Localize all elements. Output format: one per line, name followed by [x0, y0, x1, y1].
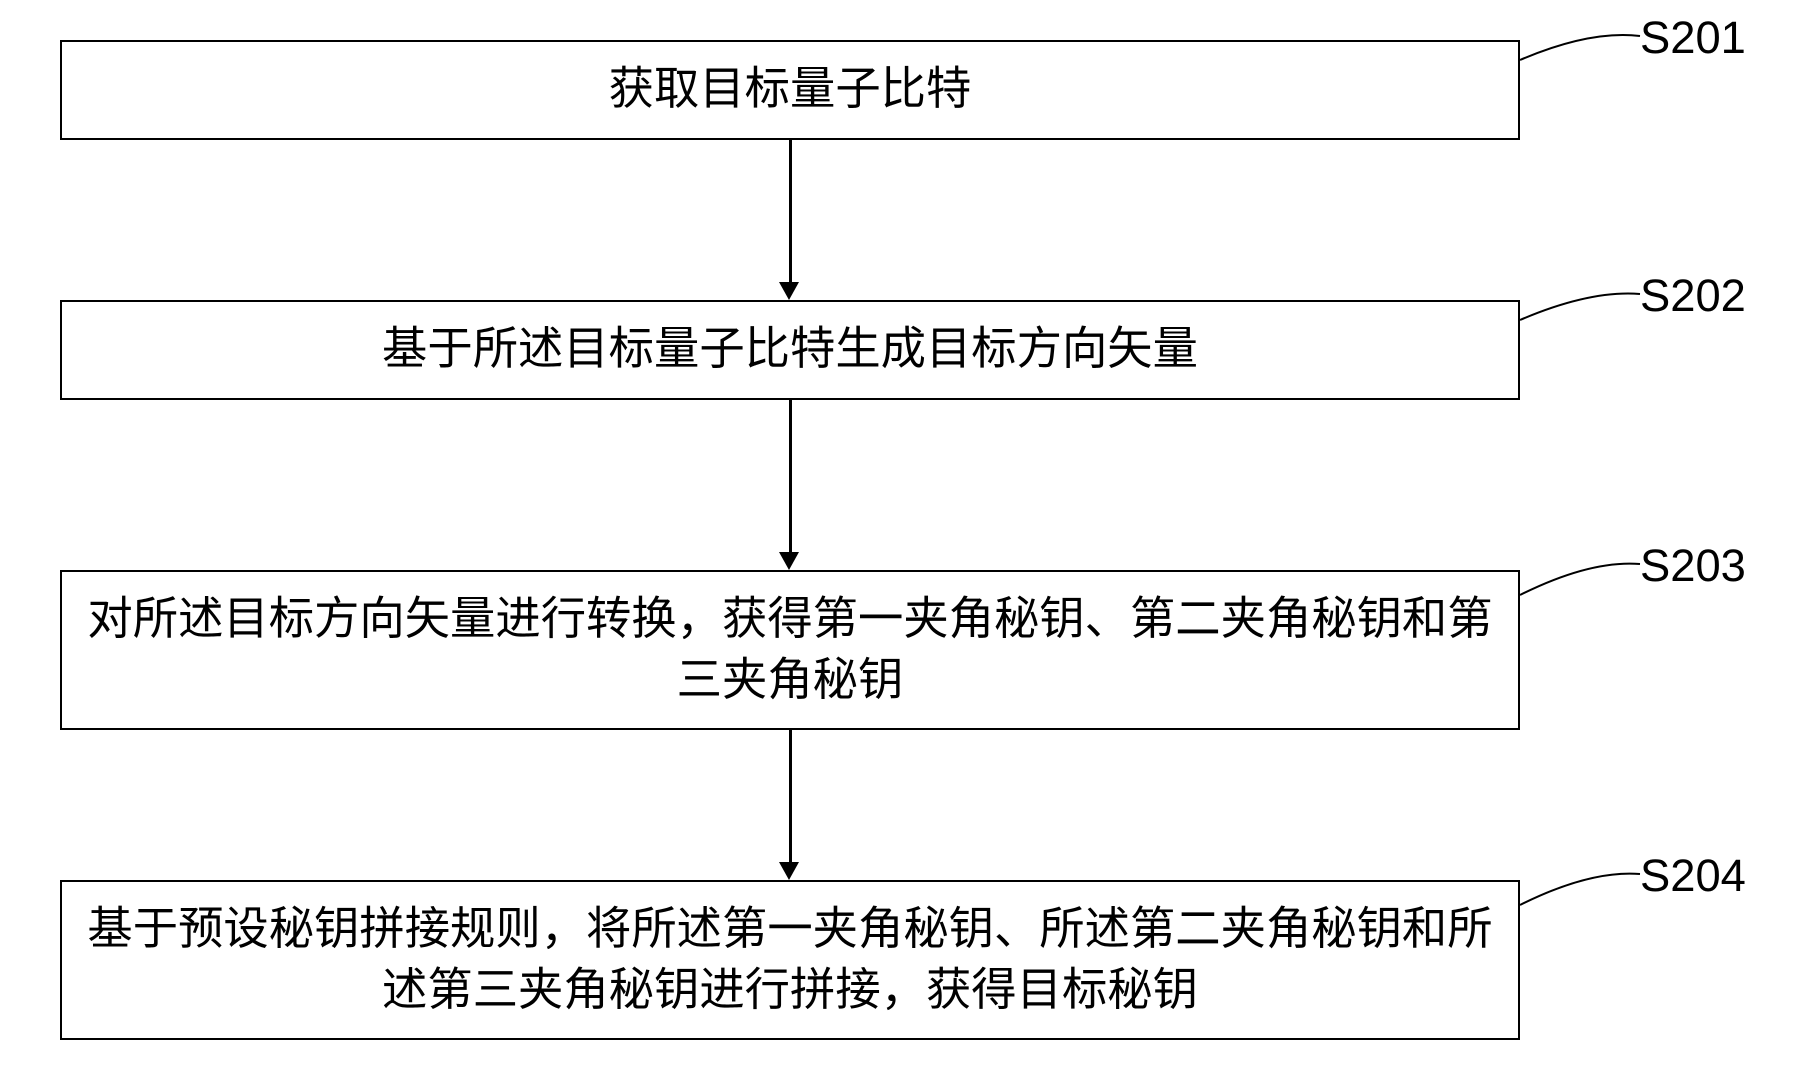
step-label-s204: S204 [1640, 850, 1746, 902]
flow-step-s204: 基于预设秘钥拼接规则，将所述第一夹角秘钥、所述第二夹角秘钥和所述第三夹角秘钥进行… [60, 880, 1520, 1040]
arrow-s202-s203 [789, 400, 792, 554]
flow-step-text: 获取目标量子比特 [609, 59, 972, 120]
flow-step-s203: 对所述目标方向矢量进行转换，获得第一夹角秘钥、第二夹角秘钥和第三夹角秘钥 [60, 570, 1520, 730]
flow-step-text: 基于所述目标量子比特生成目标方向矢量 [382, 319, 1198, 380]
arrow-s201-s202 [789, 140, 792, 284]
arrow-s203-s204 [789, 730, 792, 864]
step-label-s202: S202 [1640, 270, 1746, 322]
arrow-head-s203-s204 [779, 862, 799, 880]
flow-step-s202: 基于所述目标量子比特生成目标方向矢量 [60, 300, 1520, 400]
flow-step-s201: 获取目标量子比特 [60, 40, 1520, 140]
flow-step-text: 基于预设秘钥拼接规则，将所述第一夹角秘钥、所述第二夹角秘钥和所述第三夹角秘钥进行… [86, 899, 1494, 1021]
arrow-head-s201-s202 [779, 282, 799, 300]
flow-step-text: 对所述目标方向矢量进行转换，获得第一夹角秘钥、第二夹角秘钥和第三夹角秘钥 [86, 589, 1494, 711]
step-label-s203: S203 [1640, 540, 1746, 592]
arrow-head-s202-s203 [779, 552, 799, 570]
flowchart-canvas: 获取目标量子比特 S201 基于所述目标量子比特生成目标方向矢量 S202 对所述目标方… [0, 0, 1802, 1072]
step-label-s201: S201 [1640, 12, 1746, 64]
